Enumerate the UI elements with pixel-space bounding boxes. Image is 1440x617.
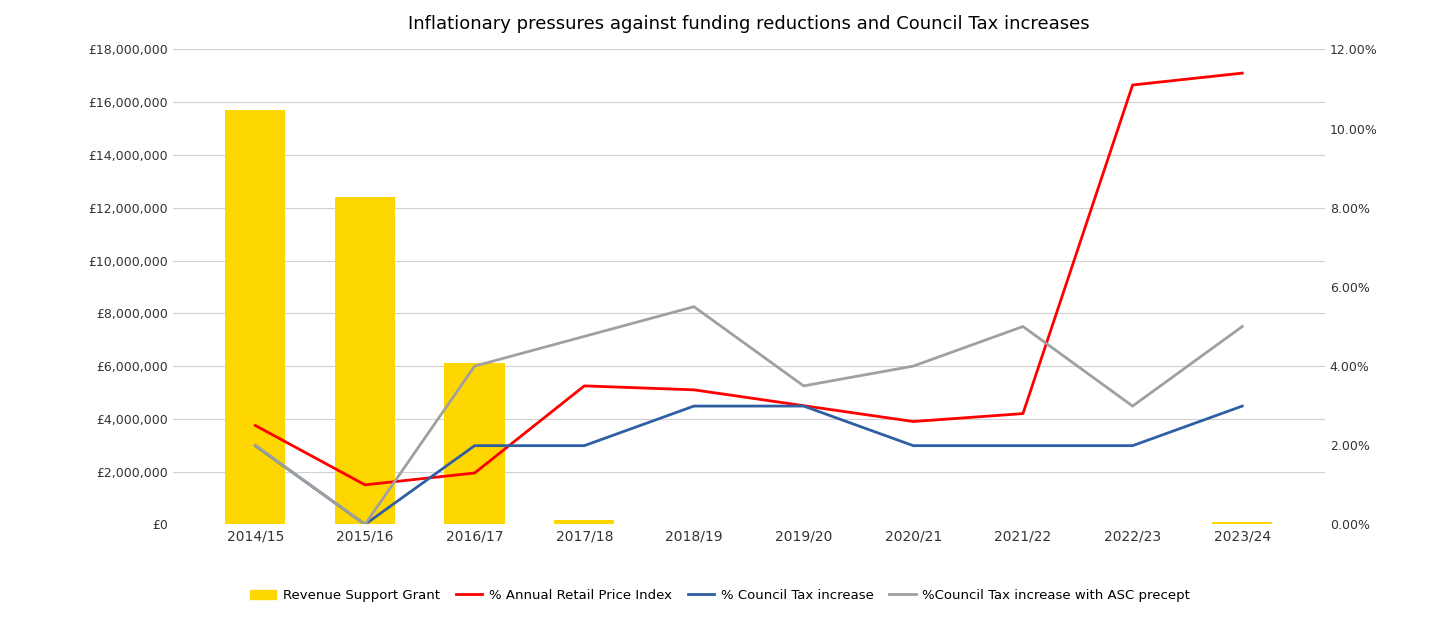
Bar	[445, 363, 505, 524]
Bar	[1212, 522, 1273, 524]
Bar	[225, 110, 285, 524]
Legend: Revenue Support Grant, % Annual Retail Price Index, % Council Tax increase, %Cou: Revenue Support Grant, % Annual Retail P…	[245, 584, 1195, 607]
Bar	[554, 521, 615, 524]
Bar	[336, 197, 395, 524]
Title: Inflationary pressures against funding reductions and Council Tax increases: Inflationary pressures against funding r…	[408, 15, 1090, 33]
